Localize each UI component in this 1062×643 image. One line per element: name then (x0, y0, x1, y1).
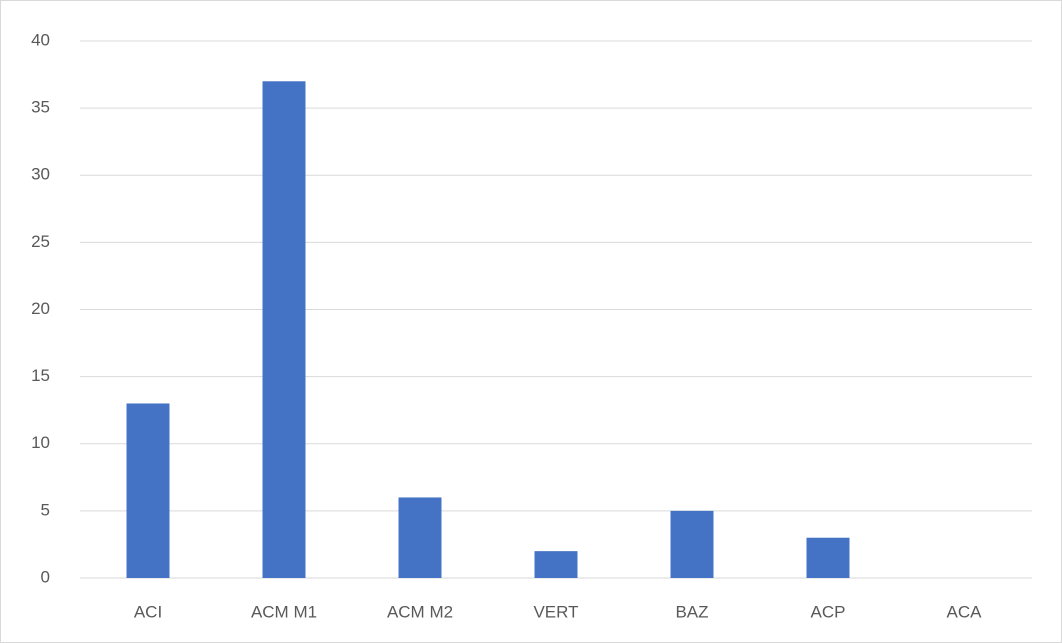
bar (398, 497, 442, 578)
y-tick-label: 20 (31, 299, 50, 318)
y-tick-label: 35 (31, 98, 50, 117)
x-tick-label: ACM M1 (251, 602, 317, 621)
y-tick-label: 0 (41, 567, 50, 586)
y-tick-label: 5 (41, 500, 50, 519)
y-tick-label: 25 (31, 232, 50, 251)
x-tick-label: ACA (947, 602, 983, 621)
x-tick-label: ACM M2 (387, 602, 453, 621)
x-tick-label: ACI (134, 602, 162, 621)
x-tick-label: VERT (533, 602, 578, 621)
y-tick-label: 15 (31, 366, 50, 385)
x-tick-label: ACP (811, 602, 846, 621)
y-tick-label: 30 (31, 165, 50, 184)
y-tick-label: 40 (31, 30, 50, 49)
x-tick-label: BAZ (675, 602, 708, 621)
bar (262, 81, 306, 579)
bar (534, 551, 578, 578)
bar (126, 403, 170, 578)
bar (670, 510, 714, 578)
bar (806, 537, 850, 578)
y-tick-label: 10 (31, 433, 50, 452)
